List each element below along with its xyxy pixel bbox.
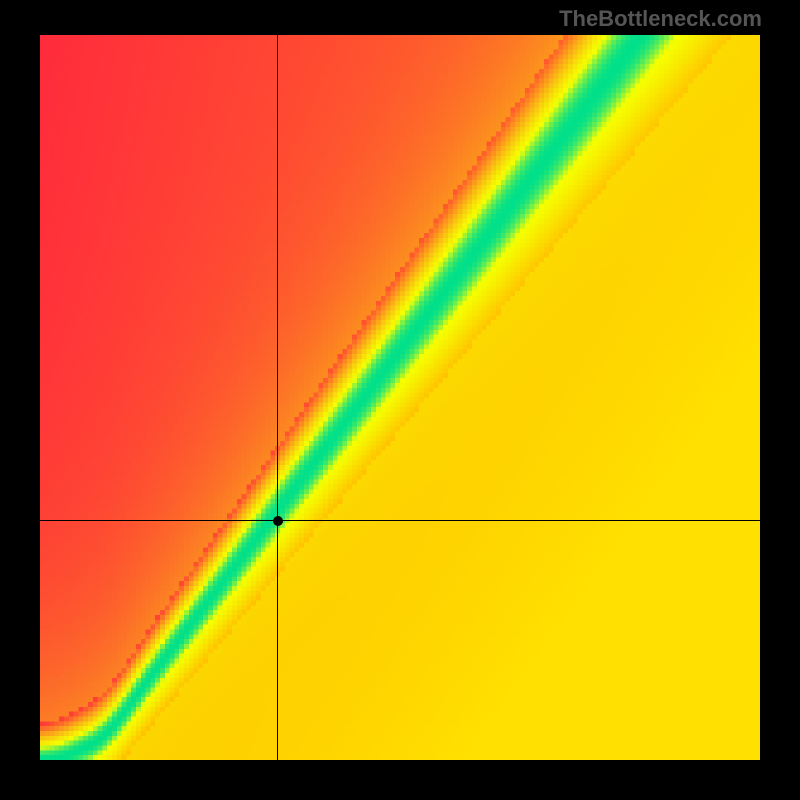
chart-container: TheBottleneck.com <box>0 0 800 800</box>
watermark-text: TheBottleneck.com <box>559 6 762 32</box>
data-point-marker <box>273 516 283 526</box>
bottleneck-heatmap <box>40 35 760 760</box>
crosshair-horizontal <box>40 520 760 521</box>
crosshair-vertical <box>277 35 278 760</box>
